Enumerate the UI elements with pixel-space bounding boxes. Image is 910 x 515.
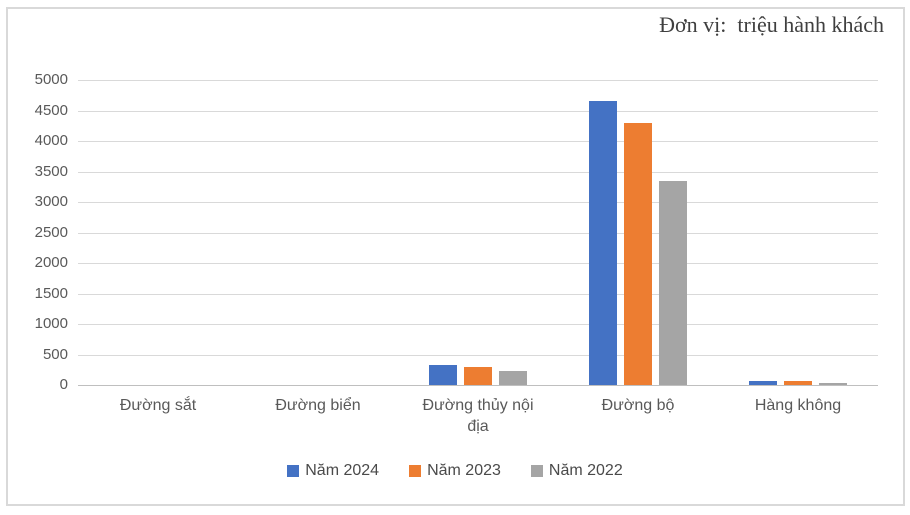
x-axis-category-label: Đường sắt [119, 397, 197, 414]
legend-item: Năm 2022 [530, 462, 623, 480]
x-axis-line [78, 385, 878, 386]
legend-label: Năm 2022 [548, 462, 623, 479]
y-axis-tick-label: 3000 [34, 193, 68, 210]
legend-item: Năm 2024 [287, 462, 379, 480]
y-axis-tick-label: 2500 [34, 223, 68, 241]
legend-swatch [530, 465, 543, 477]
bar [749, 381, 777, 385]
bar [659, 181, 687, 385]
gridline [78, 263, 878, 264]
y-axis-tick-label: 1500 [34, 284, 68, 302]
x-axis-category-label: Đường thủy nội địa [422, 397, 534, 435]
gridline [78, 202, 878, 203]
y-axis-tick-label: 4000 [34, 132, 68, 149]
y-axis-tick-label: 1000 [34, 315, 68, 332]
gridline [78, 232, 878, 234]
x-axis-category-label: Đường biển [275, 397, 361, 414]
y-axis-tick-label: 4500 [34, 101, 68, 119]
x-axis-category-slot: Đường bộ [558, 395, 718, 416]
bar [464, 367, 492, 385]
gridline [78, 293, 878, 295]
x-axis-category-label: Đường bộ [601, 397, 675, 414]
y-axis-tick-label: 0 [59, 376, 68, 393]
x-axis-category-slot: Đường thủy nội địa [398, 395, 558, 437]
bar [819, 383, 847, 385]
bar-group [558, 101, 718, 385]
legend-item: Năm 2023 [409, 462, 501, 480]
gridline [78, 354, 878, 356]
legend-label: Năm 2023 [427, 462, 501, 479]
bar [499, 371, 527, 385]
gridline [78, 324, 878, 325]
legend-label: Năm 2024 [305, 462, 380, 479]
bar [429, 365, 457, 385]
bar [784, 381, 812, 385]
legend-swatch [287, 465, 300, 477]
y-axis-tick-label: 3500 [34, 162, 68, 180]
legend: Năm 2024 Năm 2023 Năm 2022 [0, 462, 910, 480]
x-axis-category-slot: Đường sắt [78, 395, 238, 416]
bar [624, 123, 652, 385]
y-axis-tick-label: 500 [42, 345, 68, 363]
plot-area [78, 80, 878, 386]
bar-group [398, 365, 558, 385]
chart-unit-title: Đơn vị: triệu hành khách [659, 12, 884, 37]
gridline [78, 80, 878, 81]
x-axis-category-slot: Hàng không [718, 395, 878, 416]
gridline [78, 171, 878, 173]
y-axis-tick-label: 2000 [34, 254, 68, 271]
gridline [78, 141, 878, 142]
y-axis-tick-label: 5000 [34, 71, 68, 88]
bar-group [718, 381, 878, 385]
x-axis-category-slot: Đường biển [238, 395, 398, 416]
bar [589, 101, 617, 385]
x-axis-category-label: Hàng không [754, 397, 842, 414]
gridline [78, 110, 878, 112]
legend-swatch [409, 465, 422, 477]
